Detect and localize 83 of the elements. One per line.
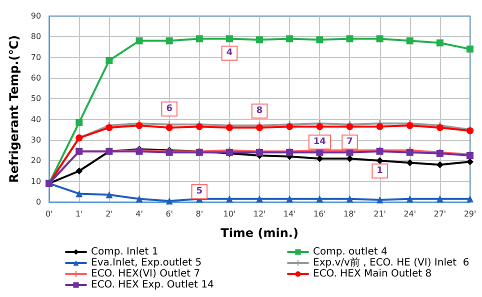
point <box>376 35 384 42</box>
point <box>316 195 324 202</box>
point <box>256 195 264 202</box>
y-tick-label: 60 <box>30 74 42 82</box>
point <box>316 36 324 44</box>
point <box>316 155 324 162</box>
y-tick-label: 20 <box>30 156 42 166</box>
y-axis-title: Refrigerant Temp.(℃) <box>7 35 21 183</box>
point <box>136 37 143 44</box>
point <box>346 123 354 130</box>
x-tick-label: 21' <box>374 210 386 218</box>
point <box>346 195 354 202</box>
point <box>256 36 264 44</box>
point <box>286 35 294 42</box>
legend-label: Comp. Inlet 1 <box>91 246 158 258</box>
point <box>346 35 354 42</box>
point <box>286 195 294 202</box>
y-tick-label: 90 <box>30 12 42 20</box>
legend-label: Exp.v/v前 , ECO. HE (VI) Inlet 6 <box>313 256 470 268</box>
point <box>466 158 474 166</box>
point <box>76 118 83 126</box>
point <box>226 35 233 42</box>
point <box>436 195 444 202</box>
point <box>136 122 143 130</box>
x-tick-label: 16' <box>313 210 326 218</box>
point <box>346 155 354 162</box>
x-tick-label: 1' <box>75 210 83 218</box>
x-tick-label: 27' <box>434 210 446 218</box>
x-tick-label: 4' <box>136 210 143 218</box>
point <box>406 195 414 202</box>
x-tick-label: 0' <box>45 210 53 218</box>
annotation: 4 <box>226 48 233 58</box>
point <box>466 195 474 202</box>
point <box>136 195 143 202</box>
point <box>76 190 83 198</box>
y-tick-label: 40 <box>30 114 42 124</box>
y-tick-label: 0 <box>36 198 42 206</box>
y-tick-label: 80 <box>30 32 42 42</box>
x-axis-title: Time (min.) <box>220 226 298 240</box>
point <box>376 196 384 204</box>
legend-label: ECO. HEX(VI) Outlet 7 <box>91 268 200 280</box>
point <box>76 168 83 174</box>
point <box>166 197 173 204</box>
annotation: 1 <box>376 166 383 176</box>
legend-label: Eva.Inlet, Exp.outlet 5 <box>91 258 202 268</box>
y-tick-label: 50 <box>30 94 42 104</box>
point <box>436 161 444 168</box>
annotation: 5 <box>196 186 203 197</box>
point <box>406 37 414 44</box>
point <box>166 37 173 44</box>
legend-label: ECO. HEX Exp. Outlet 14 <box>91 280 214 290</box>
annotation: 6 <box>166 104 172 114</box>
x-tick-label: 2' <box>106 210 113 218</box>
annotation: 8 <box>256 106 263 116</box>
x-tick-label: 18' <box>344 210 356 218</box>
point <box>196 123 203 130</box>
annotation: 7 <box>346 137 353 148</box>
y-tick-label: 10 <box>30 176 42 186</box>
y-tick-label: 30 <box>30 136 42 144</box>
point <box>466 46 474 53</box>
point <box>286 123 294 130</box>
point <box>196 35 203 42</box>
point <box>106 191 113 198</box>
legend-label: ECO. HEX Main Outlet 8 <box>313 268 432 280</box>
x-tick-label: 10' <box>223 210 236 218</box>
point <box>406 122 414 130</box>
point <box>406 159 414 166</box>
point <box>436 39 444 46</box>
point <box>316 123 324 130</box>
legend-label: Comp. outlet 4 <box>313 246 388 258</box>
x-tick-label: 29' <box>464 210 476 218</box>
y-tick-label: 70 <box>30 52 42 62</box>
x-tick-label: 6' <box>166 210 173 218</box>
point <box>106 56 113 64</box>
point <box>166 124 173 132</box>
x-tick-label: 24' <box>404 210 416 218</box>
annotation: 14 <box>313 137 326 148</box>
x-tick-label: 14' <box>283 210 296 218</box>
x-tick-label: 12' <box>253 210 266 218</box>
point <box>376 157 384 164</box>
point <box>226 195 233 202</box>
x-tick-label: 8' <box>196 210 204 218</box>
point <box>376 123 384 130</box>
